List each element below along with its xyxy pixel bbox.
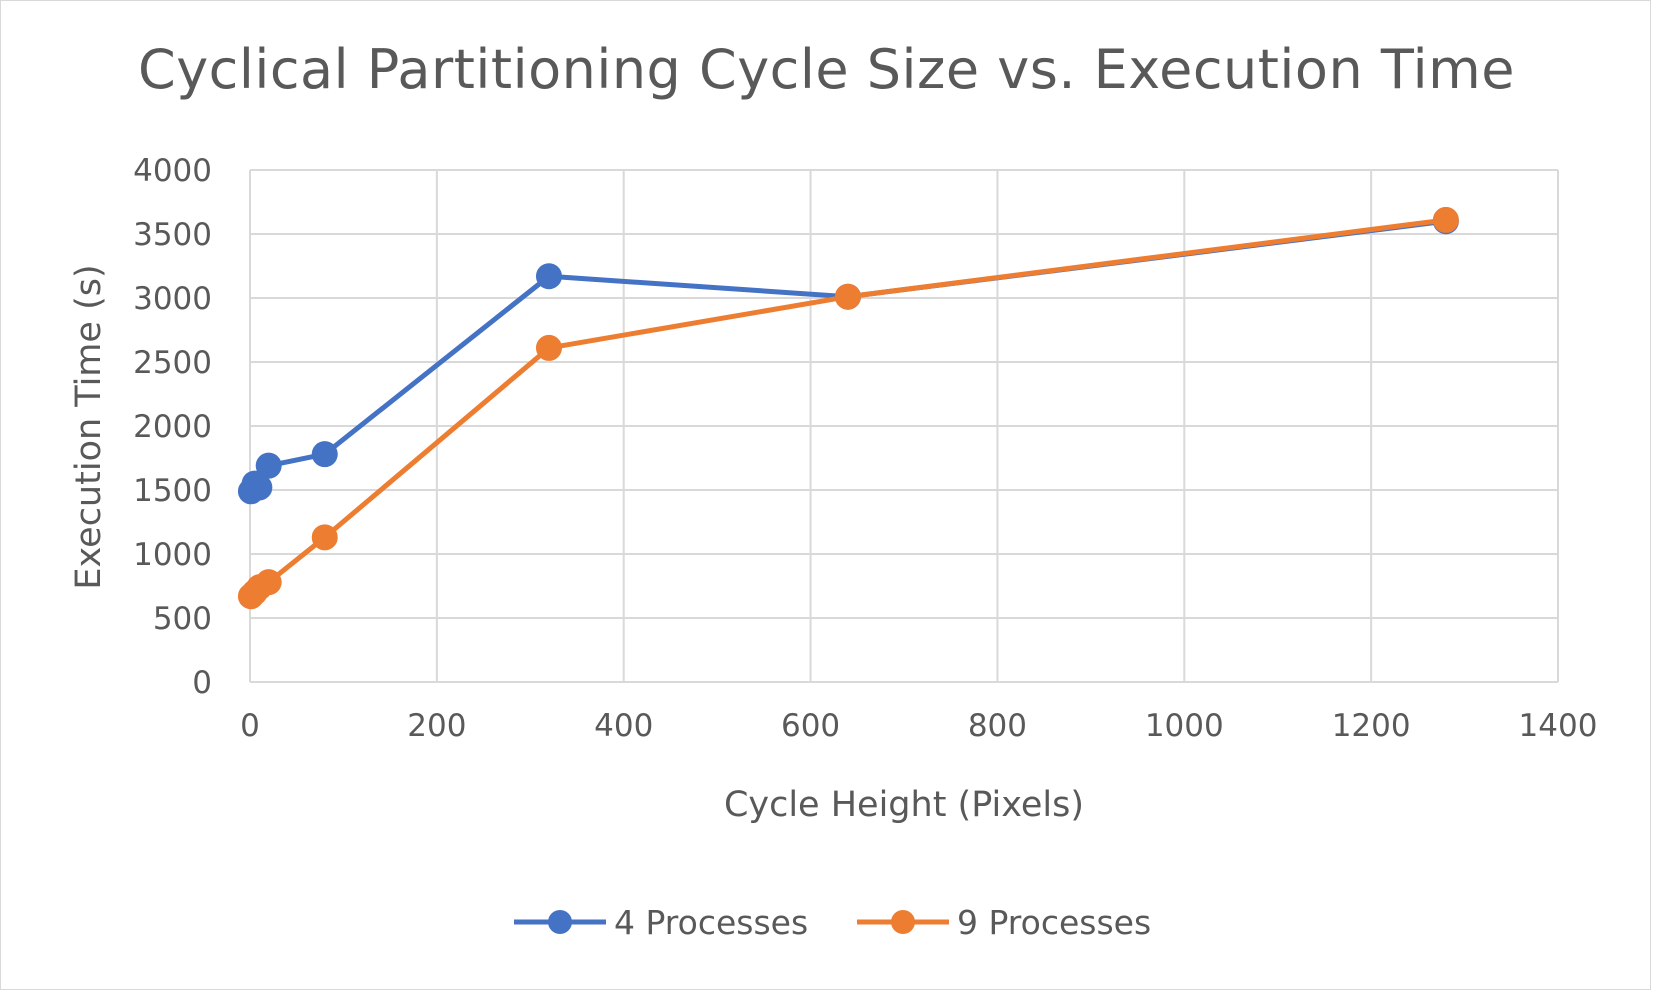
series-2 — [237, 206, 1459, 610]
legend-label: 4 Processes — [614, 903, 808, 942]
data-point — [255, 452, 282, 479]
y-tick-label: 2500 — [133, 345, 212, 381]
data-point — [311, 441, 338, 468]
data-point — [255, 569, 282, 596]
x-tick-label: 400 — [594, 708, 653, 744]
x-tick-label: 200 — [407, 708, 466, 744]
series-line — [249, 217, 1447, 598]
y-tick-label: 4000 — [133, 153, 212, 189]
legend-entry: 9 Processes — [857, 903, 1151, 942]
x-tick-label: 1200 — [1332, 708, 1411, 744]
x-tick-label: 0 — [240, 708, 260, 744]
legend: 4 Processes 9 Processes — [514, 903, 1151, 942]
x-tick-label: 800 — [968, 708, 1027, 744]
data-point — [535, 334, 562, 361]
legend-entry: 4 Processes — [514, 903, 808, 942]
data-point — [535, 263, 562, 290]
y-tick-label: 0 — [192, 665, 212, 701]
x-tick-label: 1400 — [1519, 708, 1598, 744]
legend-label: 9 Processes — [957, 903, 1151, 942]
y-tick-label: 3000 — [133, 281, 212, 317]
data-point — [311, 524, 338, 551]
y-tick-label: 3500 — [133, 217, 212, 253]
data-point — [1432, 206, 1459, 233]
y-tick-label: 1000 — [133, 537, 212, 573]
tick-labels: 0 500 1000 1500 2000 2500 3000 3500 4000 0 200 400 6… — [133, 153, 1597, 744]
legend-marker — [891, 910, 915, 934]
x-tick-label: 600 — [781, 708, 840, 744]
y-axis-title: Execution Time (s) — [69, 264, 109, 589]
series-1 — [237, 208, 1459, 505]
x-tick-label: 1000 — [1145, 708, 1224, 744]
legend-marker — [548, 910, 572, 934]
grid-lines — [249, 169, 1559, 683]
data-point — [246, 474, 273, 501]
y-tick-label: 1500 — [133, 473, 212, 509]
y-tick-label: 500 — [153, 601, 212, 637]
data-point — [834, 283, 861, 310]
x-axis-title: Cycle Height (Pixels) — [724, 785, 1084, 825]
chart-title: Cyclical Partitioning Cycle Size vs. Exe… — [137, 38, 1515, 101]
y-tick-label: 2000 — [133, 409, 212, 445]
series-layer — [237, 206, 1459, 610]
